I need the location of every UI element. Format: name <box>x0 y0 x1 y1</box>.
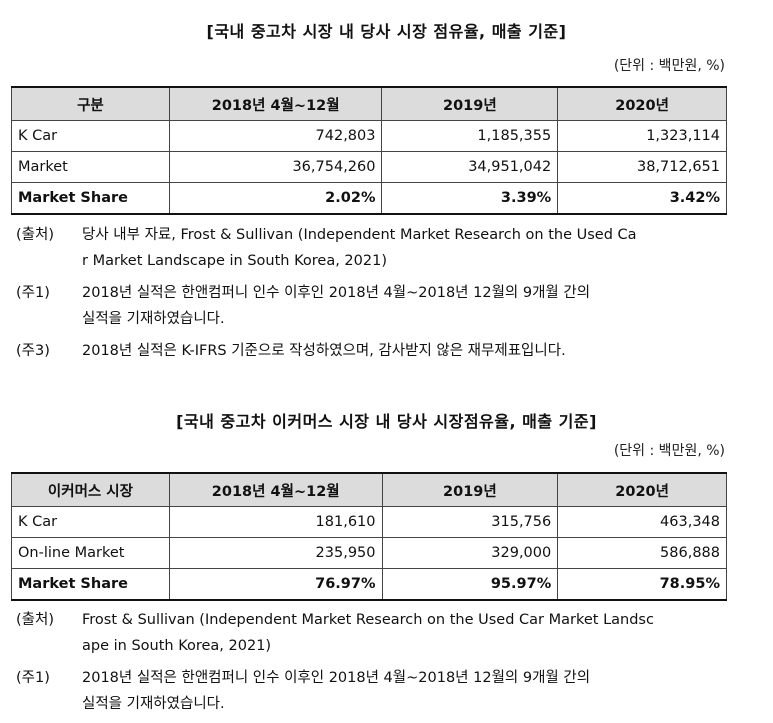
header-category: 구분 <box>11 86 170 121</box>
cell-2019: 315,756 <box>381 506 559 538</box>
note-source: (출처) 당사 내부 자료, Frost & Sullivan (Indepen… <box>16 222 728 274</box>
cell-2019: 34,951,042 <box>381 151 559 183</box>
table-row: Market 36,754,260 34,951,042 38,712,651 <box>11 151 727 183</box>
row-label: K Car <box>11 120 170 152</box>
cell-2018: 181,610 <box>168 506 383 538</box>
note-tag: (주1) <box>16 670 50 686</box>
table-row: On-line Market 235,950 329,000 586,888 <box>11 537 727 569</box>
header-2020: 2020년 <box>557 472 727 507</box>
cell-2020: 463,348 <box>557 506 727 538</box>
cell-2018: 2.02% <box>168 182 383 215</box>
note-source: (출처) Frost & Sullivan (Independent Marke… <box>16 607 728 659</box>
cell-2018: 235,950 <box>168 537 383 569</box>
row-label: K Car <box>11 506 170 538</box>
section2-title: [국내 중고차 이커머스 시장 내 당사 시장점유율, 매출 기준] <box>176 412 597 431</box>
header-category: 이커머스 시장 <box>11 472 170 507</box>
row-label: Market <box>11 151 170 183</box>
section1-unit-label: (단위 : 백만원, %) <box>613 58 725 74</box>
row-label: Market Share <box>11 182 170 215</box>
note-text: 2018년 실적은 한앤컴퍼니 인수 이후인 2018년 4월~2018년 12… <box>82 285 591 327</box>
cell-2020: 1,323,114 <box>557 120 727 152</box>
note-text: 2018년 실적은 K-IFRS 기준으로 작성하였으며, 감사받지 않은 재무… <box>82 343 566 359</box>
section2-notes: (출처) Frost & Sullivan (Independent Marke… <box>16 607 728 717</box>
row-label: On-line Market <box>11 537 170 569</box>
cell-2019: 329,000 <box>381 537 559 569</box>
note-text: 2018년 실적은 한앤컴퍼니 인수 이후인 2018년 4월~2018년 12… <box>82 670 591 712</box>
section1-title: [국내 중고차 시장 내 당사 시장 점유율, 매출 기준] <box>206 22 567 41</box>
table-row: K Car 181,610 315,756 463,348 <box>11 506 727 538</box>
table-header-row: 이커머스 시장 2018년 4월~12월 2019년 2020년 <box>11 472 727 507</box>
note-tag: (출처) <box>16 227 54 243</box>
cell-2020: 3.42% <box>557 182 727 215</box>
header-2019: 2019년 <box>381 86 559 121</box>
note-tag: (주3) <box>16 343 50 359</box>
cell-2019: 1,185,355 <box>381 120 559 152</box>
table-row: K Car 742,803 1,185,355 1,323,114 <box>11 120 727 152</box>
cell-2019: 95.97% <box>381 568 559 601</box>
cell-2020: 38,712,651 <box>557 151 727 183</box>
cell-2018: 742,803 <box>168 120 383 152</box>
header-2018: 2018년 4월~12월 <box>168 86 383 121</box>
cell-2019: 3.39% <box>381 182 559 215</box>
cell-2020: 78.95% <box>557 568 727 601</box>
note-text: Frost & Sullivan (Independent Market Res… <box>82 612 654 654</box>
note-tag: (출처) <box>16 612 54 628</box>
header-2020: 2020년 <box>557 86 727 121</box>
table-row-market-share: Market Share 2.02% 3.39% 3.42% <box>11 182 727 215</box>
note-1: (주1) 2018년 실적은 한앤컴퍼니 인수 이후인 2018년 4월~201… <box>16 665 728 717</box>
market-share-table: 구분 2018년 4월~12월 2019년 2020년 K Car 742,80… <box>11 86 727 215</box>
table-row-market-share: Market Share 76.97% 95.97% 78.95% <box>11 568 727 601</box>
cell-2020: 586,888 <box>557 537 727 569</box>
ecommerce-share-table: 이커머스 시장 2018년 4월~12월 2019년 2020년 K Car 1… <box>11 472 727 601</box>
note-text: 당사 내부 자료, Frost & Sullivan (Independent … <box>82 227 637 269</box>
section1-notes: (출처) 당사 내부 자료, Frost & Sullivan (Indepen… <box>16 222 728 364</box>
table-header-row: 구분 2018년 4월~12월 2019년 2020년 <box>11 86 727 121</box>
note-1: (주1) 2018년 실적은 한앤컴퍼니 인수 이후인 2018년 4월~201… <box>16 280 728 332</box>
row-label: Market Share <box>11 568 170 601</box>
cell-2018: 76.97% <box>168 568 383 601</box>
header-2018: 2018년 4월~12월 <box>168 472 383 507</box>
section2-unit-label: (단위 : 백만원, %) <box>613 443 725 459</box>
header-2019: 2019년 <box>381 472 559 507</box>
cell-2018: 36,754,260 <box>168 151 383 183</box>
note-tag: (주1) <box>16 285 50 301</box>
note-3: (주3) 2018년 실적은 K-IFRS 기준으로 작성하였으며, 감사받지 … <box>16 338 728 364</box>
